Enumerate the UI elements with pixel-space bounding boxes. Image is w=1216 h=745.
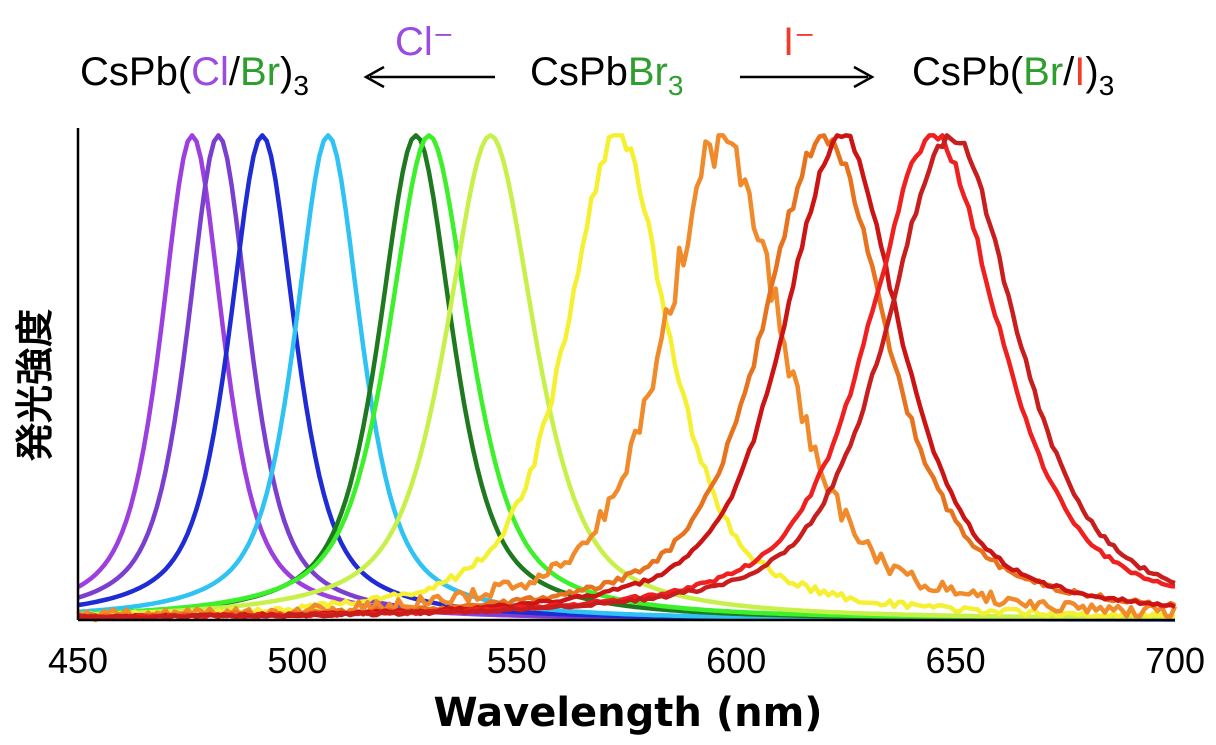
series-line bbox=[76, 133, 1176, 621]
left-formula-el1: Cl bbox=[191, 50, 229, 94]
right-formula-el1: Br bbox=[1023, 50, 1063, 94]
left-formula: CsPb(Cl/Br)3 bbox=[80, 50, 309, 101]
series-line bbox=[77, 133, 1176, 621]
right-formula-el2: I bbox=[1074, 50, 1085, 94]
left-arrow bbox=[363, 65, 495, 89]
center-formula: CsPbBr3 bbox=[530, 50, 683, 101]
left-arrow-ion: Cl⁻ bbox=[395, 20, 454, 64]
axes-group bbox=[76, 128, 1175, 622]
x-tick-label: 550 bbox=[487, 640, 547, 681]
series-line bbox=[77, 133, 1175, 621]
series-line bbox=[77, 133, 1176, 621]
series-line bbox=[77, 133, 1175, 622]
x-axis-label: Wavelength (nm) bbox=[433, 690, 822, 736]
x-tick-label: 600 bbox=[706, 640, 766, 681]
right-formula-sub: 3 bbox=[1099, 70, 1115, 101]
series-line bbox=[76, 133, 1178, 623]
left-formula-sub: 3 bbox=[293, 70, 309, 101]
series-group bbox=[76, 133, 1178, 623]
series-line bbox=[77, 133, 1175, 621]
right-formula-suffix: ) bbox=[1085, 50, 1098, 94]
right-formula: CsPb(Br/I)3 bbox=[912, 50, 1114, 101]
y-axis-label: 発光強度 bbox=[13, 309, 57, 461]
series-line bbox=[77, 133, 1175, 622]
x-tick-label: 500 bbox=[267, 640, 327, 681]
header: CsPb(Cl/Br)3 Cl⁻ CsPbBr3 I⁻ CsPb(Br/I)3 bbox=[80, 20, 1114, 101]
right-arrow-ion: I⁻ bbox=[783, 20, 815, 64]
right-formula-prefix: CsPb( bbox=[912, 50, 1024, 94]
center-formula-prefix: CsPb bbox=[530, 50, 628, 94]
series-line bbox=[77, 133, 1175, 622]
series-line bbox=[77, 133, 1175, 622]
x-tick-label: 450 bbox=[48, 640, 108, 681]
x-tick-label: 700 bbox=[1145, 640, 1205, 681]
series-line bbox=[76, 133, 1175, 622]
right-arrow bbox=[740, 65, 875, 89]
series-line bbox=[78, 133, 1177, 621]
left-formula-sep: / bbox=[229, 50, 241, 94]
center-formula-sub: 3 bbox=[668, 70, 684, 101]
left-formula-el2: Br bbox=[240, 50, 280, 94]
x-tick-label: 650 bbox=[926, 640, 986, 681]
left-formula-suffix: ) bbox=[280, 50, 293, 94]
series-line bbox=[76, 133, 1176, 621]
right-formula-sep: / bbox=[1063, 50, 1075, 94]
center-formula-el: Br bbox=[628, 50, 668, 94]
left-formula-prefix: CsPb( bbox=[80, 50, 192, 94]
x-ticks-group: 450 500 550 600 650 700 bbox=[48, 640, 1205, 681]
